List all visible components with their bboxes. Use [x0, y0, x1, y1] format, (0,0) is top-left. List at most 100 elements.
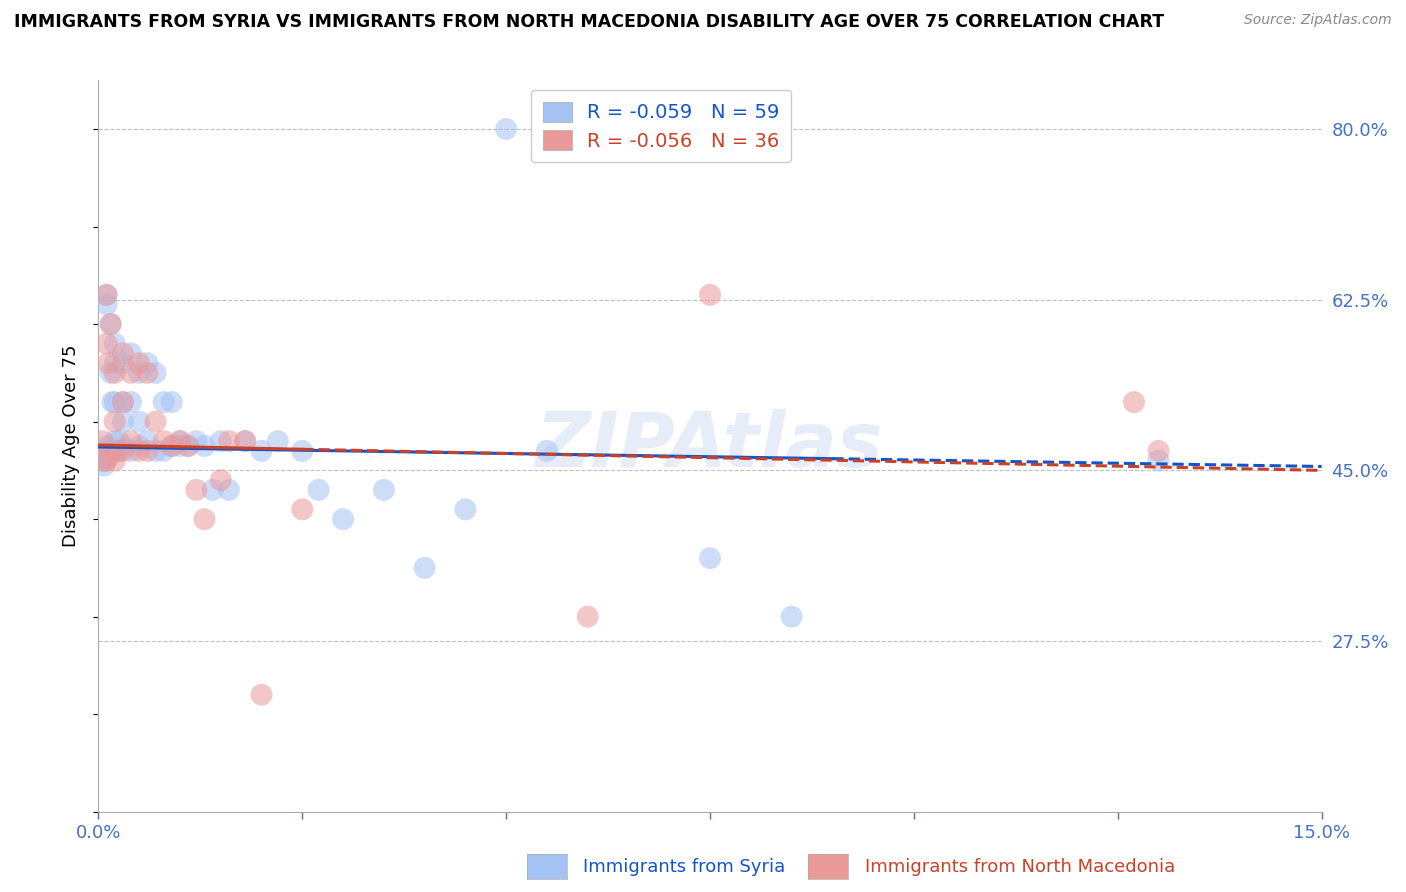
Point	[250, 443, 273, 458]
Point	[169, 434, 191, 449]
Point	[413, 561, 436, 575]
Point	[94, 453, 117, 467]
Point	[495, 122, 517, 136]
Point	[104, 434, 127, 449]
Point	[454, 502, 477, 516]
Point	[136, 443, 159, 458]
Point	[160, 395, 183, 409]
Point	[120, 434, 142, 449]
Point	[100, 317, 122, 331]
Point	[104, 415, 127, 429]
Point	[100, 366, 122, 380]
Point	[291, 443, 314, 458]
Point	[128, 439, 150, 453]
Point	[177, 439, 200, 453]
Point	[233, 434, 256, 449]
Point	[97, 443, 120, 458]
Point	[104, 356, 127, 370]
Point	[136, 434, 159, 449]
Point	[97, 356, 120, 370]
Text: IMMIGRANTS FROM SYRIA VS IMMIGRANTS FROM NORTH MACEDONIA DISABILITY AGE OVER 75 : IMMIGRANTS FROM SYRIA VS IMMIGRANTS FROM…	[14, 13, 1164, 31]
Point	[96, 336, 118, 351]
Point	[111, 346, 134, 360]
Point	[111, 415, 134, 429]
Point	[218, 483, 240, 497]
Point	[96, 453, 118, 467]
Text: Immigrants from Syria: Immigrants from Syria	[583, 858, 786, 876]
Point	[101, 443, 124, 458]
Point	[111, 395, 134, 409]
Point	[93, 458, 115, 473]
Point	[699, 551, 721, 566]
Point	[128, 415, 150, 429]
Point	[111, 395, 134, 409]
Point	[96, 439, 118, 453]
Point	[91, 434, 114, 449]
Text: Immigrants from North Macedonia: Immigrants from North Macedonia	[865, 858, 1175, 876]
Point	[186, 434, 208, 449]
Text: Source: ZipAtlas.com: Source: ZipAtlas.com	[1244, 13, 1392, 28]
Point	[104, 395, 127, 409]
Point	[160, 439, 183, 453]
Point	[536, 443, 558, 458]
Point	[233, 434, 256, 449]
Point	[699, 288, 721, 302]
Point	[136, 356, 159, 370]
Point	[332, 512, 354, 526]
Point	[120, 395, 142, 409]
Point	[111, 443, 134, 458]
Point	[152, 434, 174, 449]
Point	[128, 356, 150, 370]
Point	[91, 443, 114, 458]
Point	[96, 288, 118, 302]
Point	[152, 443, 174, 458]
Point	[105, 443, 128, 458]
Point	[128, 366, 150, 380]
Point	[1147, 443, 1170, 458]
Point	[96, 288, 118, 302]
Point	[169, 434, 191, 449]
Point	[291, 502, 314, 516]
Point	[576, 609, 599, 624]
Point	[186, 483, 208, 497]
Point	[201, 483, 224, 497]
Point	[152, 395, 174, 409]
Legend: R = -0.059   N = 59, R = -0.056   N = 36: R = -0.059 N = 59, R = -0.056 N = 36	[531, 90, 792, 162]
Point	[100, 317, 122, 331]
Point	[160, 439, 183, 453]
Point	[120, 366, 142, 380]
Point	[104, 366, 127, 380]
Point	[145, 415, 167, 429]
Point	[120, 346, 142, 360]
Point	[1123, 395, 1146, 409]
Point	[145, 443, 167, 458]
Point	[111, 439, 134, 453]
Point	[91, 453, 114, 467]
Point	[101, 395, 124, 409]
Point	[93, 453, 115, 467]
Point	[373, 483, 395, 497]
Point	[104, 336, 127, 351]
Point	[96, 297, 118, 311]
Point	[169, 439, 191, 453]
Point	[250, 688, 273, 702]
Point	[145, 366, 167, 380]
Point	[108, 434, 131, 449]
Text: ZIPAtlas: ZIPAtlas	[536, 409, 884, 483]
Point	[780, 609, 803, 624]
Point	[177, 439, 200, 453]
Point	[1147, 453, 1170, 467]
Point	[218, 434, 240, 449]
Point	[128, 443, 150, 458]
Point	[136, 366, 159, 380]
Point	[193, 512, 215, 526]
Point	[308, 483, 330, 497]
Point	[209, 434, 232, 449]
Point	[120, 443, 142, 458]
Point	[193, 439, 215, 453]
Point	[111, 356, 134, 370]
Point	[98, 449, 121, 463]
Point	[267, 434, 290, 449]
Point	[108, 443, 131, 458]
Point	[209, 473, 232, 487]
